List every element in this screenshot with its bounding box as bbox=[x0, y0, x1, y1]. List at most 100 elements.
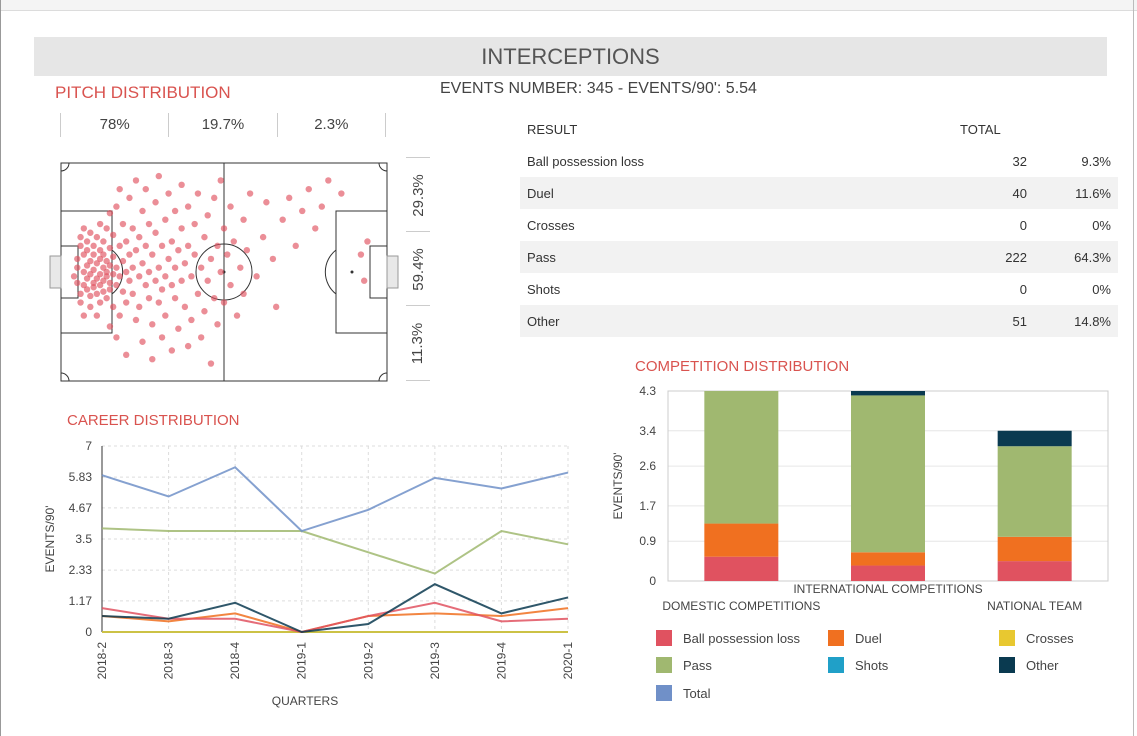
event-point bbox=[207, 360, 215, 367]
event-point bbox=[145, 294, 153, 302]
y-tick-label: 4.3 bbox=[639, 384, 656, 398]
event-point bbox=[80, 251, 88, 258]
table-row: Pass 222 64.3% bbox=[520, 241, 1118, 273]
y-axis-title: EVENTS/90' bbox=[43, 506, 57, 573]
x-tick-label: 2018-3 bbox=[162, 642, 176, 680]
event-point bbox=[168, 347, 176, 354]
bar-segment-ball-possession-loss bbox=[851, 565, 925, 581]
event-point bbox=[103, 294, 110, 302]
event-point bbox=[227, 203, 234, 210]
row-total: 222 bbox=[960, 241, 1034, 273]
legend-item[interactable]: Duel bbox=[828, 630, 882, 646]
event-point bbox=[191, 220, 198, 228]
event-point bbox=[197, 334, 205, 341]
event-point bbox=[123, 238, 130, 245]
event-point bbox=[204, 277, 211, 284]
event-point bbox=[96, 299, 104, 306]
event-point bbox=[145, 220, 153, 228]
event-point bbox=[119, 288, 127, 295]
legend-swatch bbox=[999, 657, 1015, 673]
event-point bbox=[211, 194, 218, 202]
event-point bbox=[178, 225, 185, 232]
event-point bbox=[77, 233, 84, 241]
event-point bbox=[338, 190, 345, 197]
event-point bbox=[299, 207, 306, 215]
left-border bbox=[0, 0, 1, 736]
y-tick-label: 5.83 bbox=[69, 470, 93, 484]
event-point bbox=[100, 277, 107, 284]
top-strip bbox=[0, 0, 1137, 11]
table-row: Duel 40 11.6% bbox=[520, 177, 1118, 209]
event-point bbox=[126, 251, 133, 258]
event-point bbox=[80, 268, 88, 276]
event-point bbox=[123, 351, 130, 359]
row-total: 32 bbox=[1012, 153, 1027, 169]
event-point bbox=[129, 225, 136, 232]
event-point bbox=[106, 244, 114, 252]
row-pct: 9.3% bbox=[1081, 153, 1111, 169]
y-tick-label: 0 bbox=[85, 625, 92, 639]
event-point bbox=[80, 281, 88, 289]
y-tick-label: 3.5 bbox=[75, 532, 92, 546]
bar-segment-pass bbox=[997, 446, 1072, 537]
y-axis-title: EVENTS/90' bbox=[611, 453, 625, 520]
right-penalty-arc bbox=[324, 249, 337, 295]
legend-swatch bbox=[828, 630, 844, 646]
event-point bbox=[201, 233, 208, 241]
event-point bbox=[152, 199, 159, 206]
event-point bbox=[165, 255, 172, 263]
row-total: 51 bbox=[960, 305, 1034, 337]
event-point bbox=[103, 225, 110, 232]
event-point bbox=[181, 303, 189, 311]
legend-label: Crosses bbox=[1026, 630, 1074, 646]
legend-item[interactable]: Shots bbox=[828, 657, 888, 673]
x-tick-label: 2018-4 bbox=[228, 642, 242, 680]
event-point bbox=[168, 238, 176, 245]
row-pct: 0% bbox=[1092, 281, 1111, 297]
event-point bbox=[364, 238, 371, 245]
legend-item[interactable]: Crosses bbox=[999, 630, 1074, 646]
event-point bbox=[360, 277, 368, 284]
event-point bbox=[158, 334, 166, 341]
event-point bbox=[116, 312, 123, 319]
event-point bbox=[201, 308, 208, 315]
event-point bbox=[139, 260, 146, 267]
right-goal-box bbox=[369, 245, 388, 299]
corner-arc bbox=[378, 372, 388, 382]
bar-segment-pass bbox=[851, 395, 925, 553]
event-point bbox=[136, 303, 143, 311]
right-penalty-box bbox=[335, 210, 388, 334]
series-line-ball-possession-loss bbox=[101, 601, 569, 634]
y-tick-label: 1.17 bbox=[69, 594, 93, 608]
corner-arc bbox=[378, 162, 388, 172]
x-tick-label: 2019-1 bbox=[295, 642, 309, 680]
event-point bbox=[93, 290, 101, 297]
y-tick-label: 1.7 bbox=[639, 499, 656, 513]
event-point bbox=[70, 273, 78, 280]
legend-item[interactable]: Total bbox=[656, 685, 710, 701]
event-point bbox=[83, 247, 91, 254]
event-point bbox=[126, 194, 133, 202]
competition-bar-chart: 0 0.9 1.7 2.6 3.4 4.3 EVENTS/90' DOMESTIC COMPE… bbox=[611, 384, 1109, 613]
event-point bbox=[123, 299, 130, 306]
event-point bbox=[142, 242, 149, 250]
zone-left-channel: 29.3% bbox=[406, 157, 430, 232]
event-point bbox=[100, 288, 107, 295]
legend-item[interactable]: Pass bbox=[656, 657, 712, 673]
event-point bbox=[243, 247, 251, 254]
legend-item[interactable]: Other bbox=[999, 657, 1059, 673]
event-point bbox=[100, 264, 107, 271]
zone-center-channel: 59.4% bbox=[406, 231, 430, 306]
event-point bbox=[90, 242, 97, 250]
event-point bbox=[106, 286, 114, 293]
event-point bbox=[178, 181, 185, 188]
legend-item[interactable]: Ball possession loss bbox=[656, 630, 800, 646]
event-point bbox=[119, 257, 127, 265]
row-total: 40 bbox=[960, 177, 1034, 209]
event-point bbox=[93, 275, 101, 282]
left-penalty-arc bbox=[111, 249, 124, 295]
event-point bbox=[139, 338, 146, 345]
bar-segment-other bbox=[851, 391, 925, 396]
row-label: Pass bbox=[520, 241, 918, 273]
event-point bbox=[90, 284, 97, 291]
